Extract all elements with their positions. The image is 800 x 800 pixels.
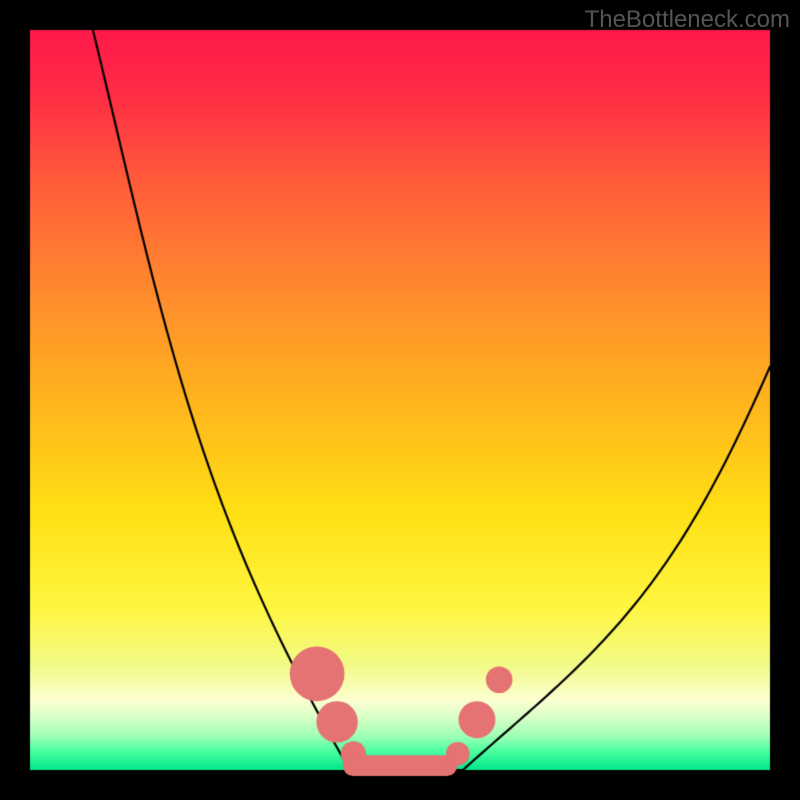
- bottleneck-curve-chart: [0, 0, 800, 800]
- chart-stage: TheBottleneck.com: [0, 0, 800, 800]
- watermark-text: TheBottleneck.com: [585, 6, 790, 34]
